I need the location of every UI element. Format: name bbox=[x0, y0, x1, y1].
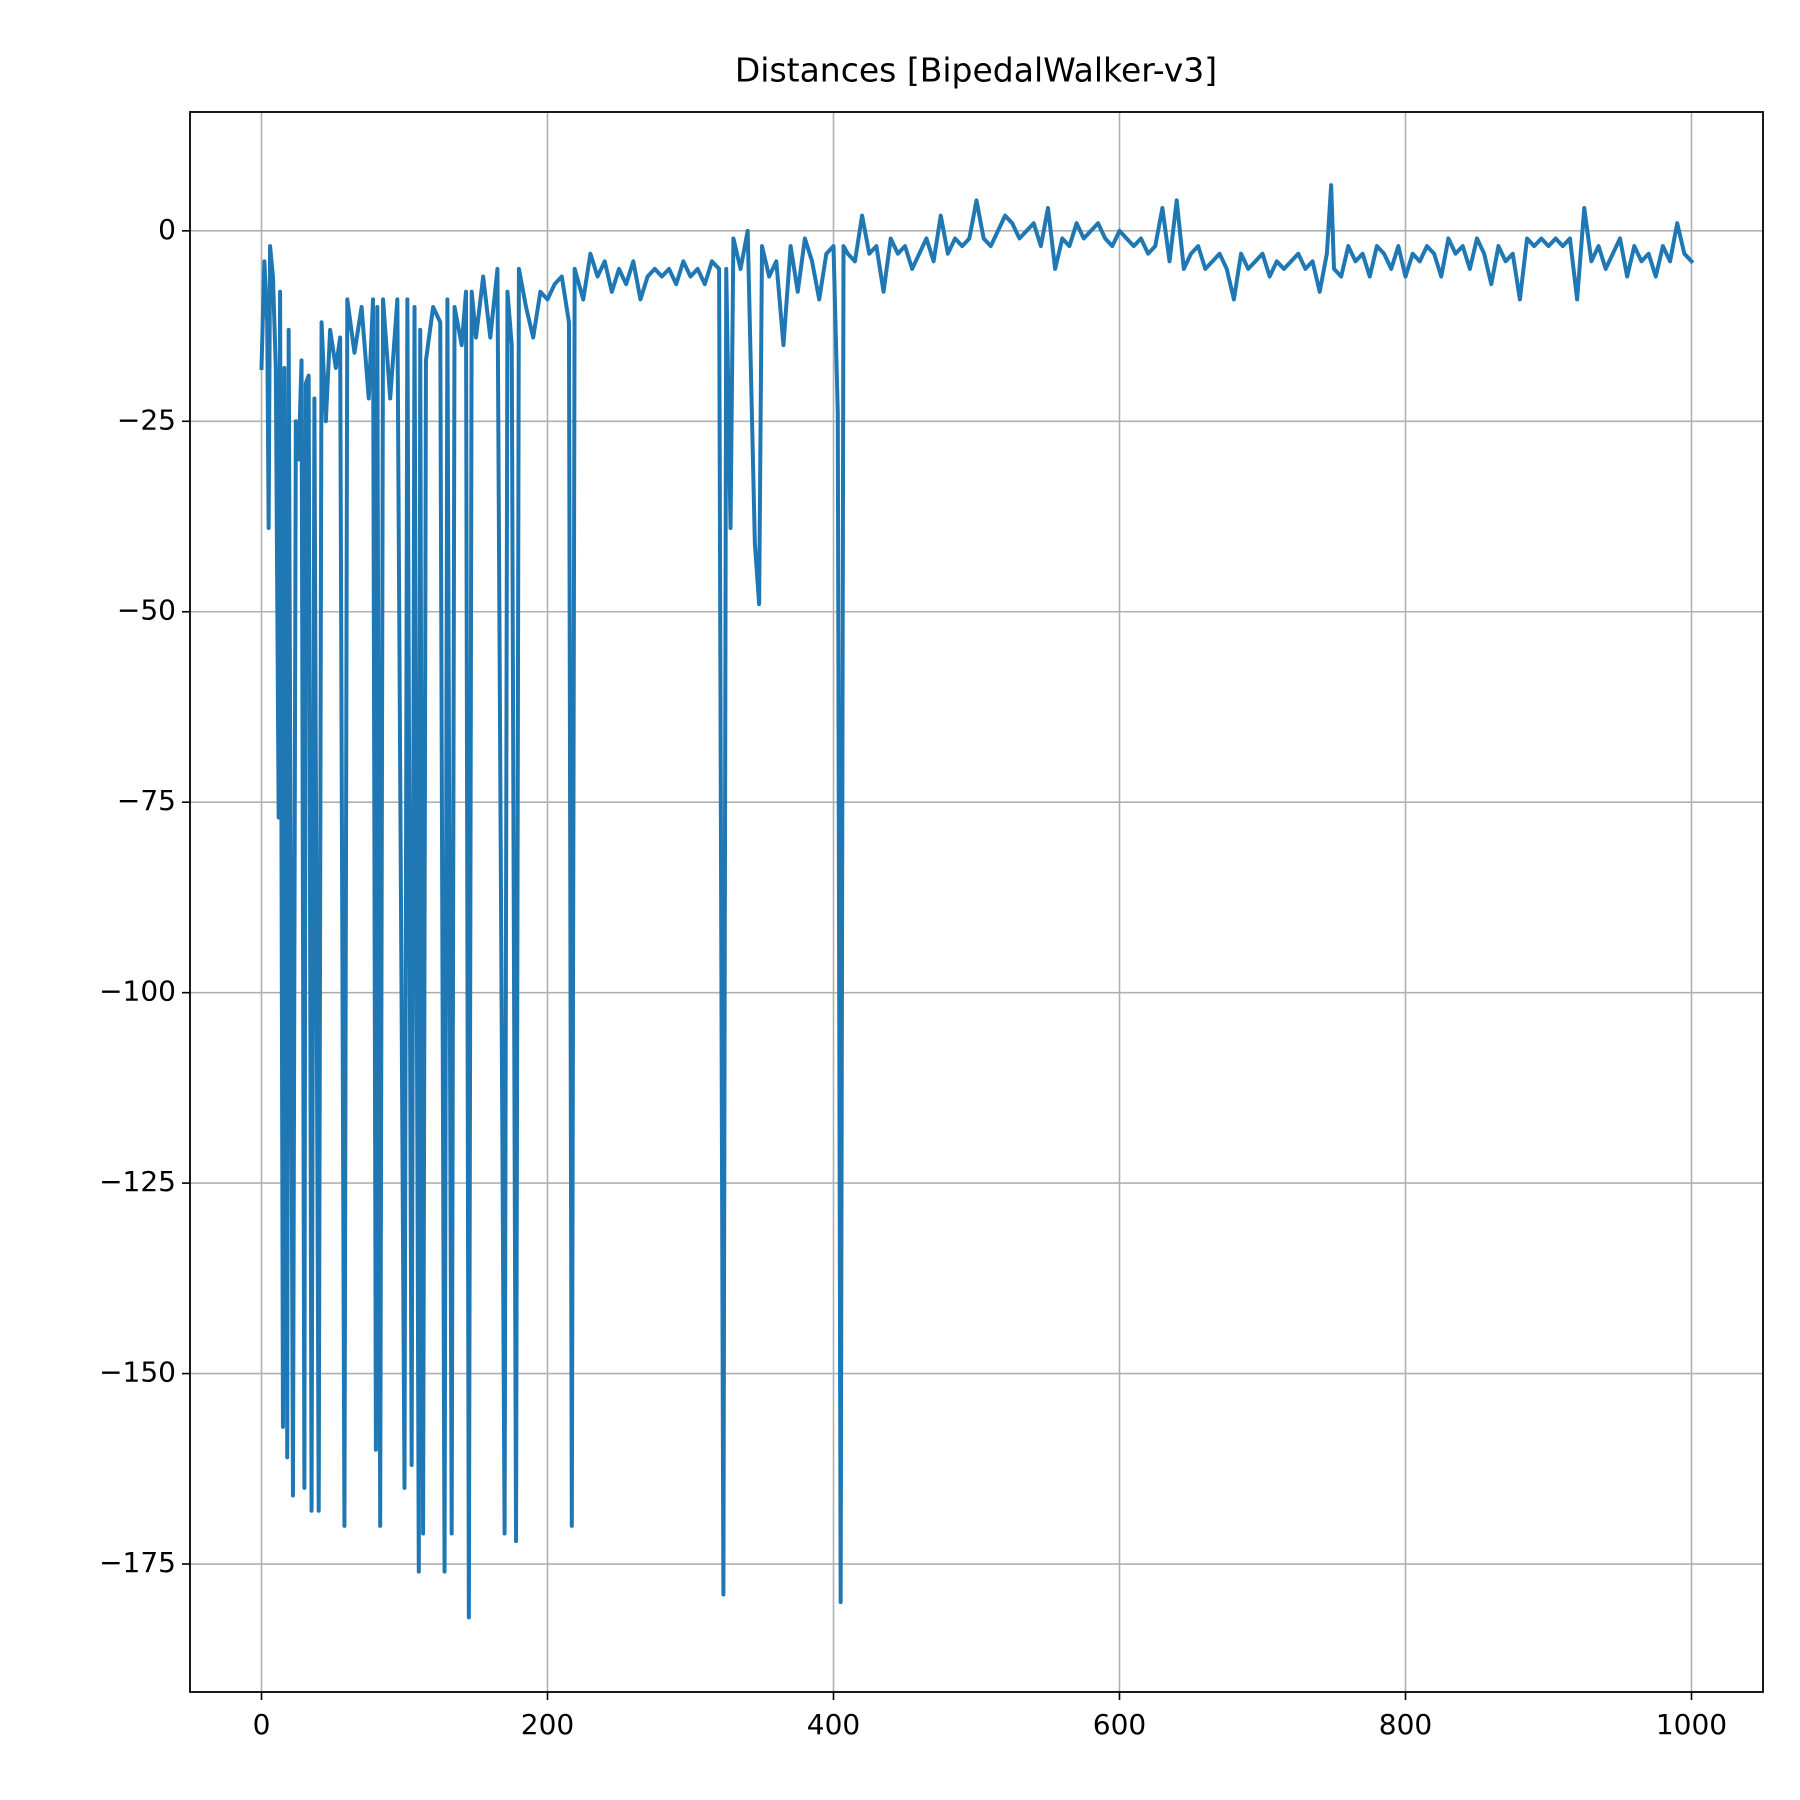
y-tick-label: −50 bbox=[117, 594, 176, 627]
y-tick-label: 0 bbox=[158, 213, 176, 246]
y-tick-label: −175 bbox=[99, 1546, 176, 1579]
y-tick-label: −150 bbox=[99, 1356, 176, 1389]
x-tick-label: 400 bbox=[807, 1708, 860, 1741]
plot-frame bbox=[189, 111, 1764, 1693]
y-tick-label: −75 bbox=[117, 784, 176, 817]
x-tick-label: 1000 bbox=[1656, 1708, 1727, 1741]
x-tick-label: 0 bbox=[253, 1708, 271, 1741]
x-tick-label: 600 bbox=[1093, 1708, 1146, 1741]
y-tick-label: −25 bbox=[117, 403, 176, 436]
chart-title: Distances [BipedalWalker-v3] bbox=[735, 51, 1217, 90]
data-line bbox=[259, 183, 1695, 1620]
y-tick-label: −100 bbox=[99, 975, 176, 1008]
x-tick-label: 800 bbox=[1379, 1708, 1432, 1741]
y-tick-label: −125 bbox=[99, 1165, 176, 1198]
x-tick-label: 200 bbox=[521, 1708, 574, 1741]
